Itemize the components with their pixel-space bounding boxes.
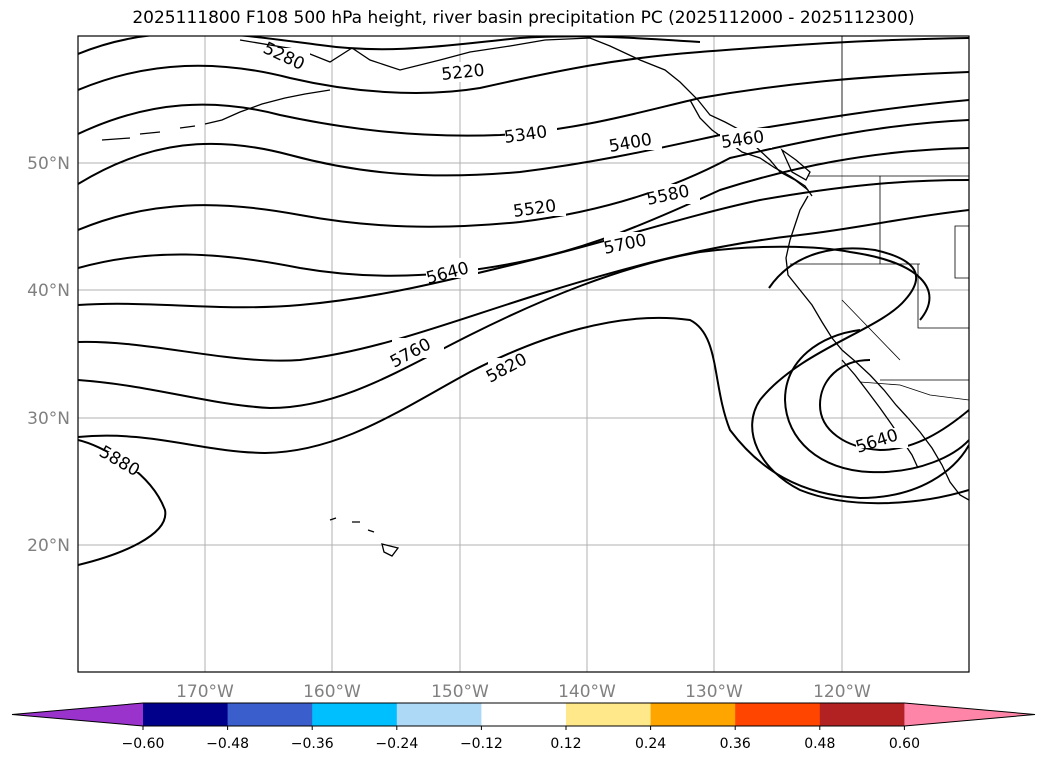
contour-5280 [78, 37, 969, 94]
baja-california [841, 359, 919, 469]
lon-label-150w: 150°W [431, 682, 489, 702]
colorbar-tick-label: −0.24 [375, 736, 418, 752]
contour-5820 [78, 439, 167, 566]
lon-label-170w: 170°W [176, 682, 234, 702]
lon-label-140w: 140°W [558, 682, 616, 702]
colorbar-tick-label: −0.12 [460, 736, 503, 752]
colorbar-tick-label: −0.48 [206, 736, 249, 752]
lat-label-20n: 20°N [27, 536, 70, 556]
contour-5460 [78, 119, 969, 231]
british-columbia-coast [689, 99, 813, 197]
colorbar-segment [227, 703, 313, 726]
colorbar-segment [143, 703, 229, 726]
colorbar-segment [819, 703, 905, 726]
contour-5880 [751, 247, 969, 505]
colorbar-segment [735, 703, 821, 726]
state-borders [790, 176, 969, 381]
contour-label-backgrounds [98, 48, 908, 472]
lat-label-30n: 30°N [27, 409, 70, 429]
lat-label-50n: 50°N [27, 154, 70, 174]
mexico-border [859, 381, 969, 401]
latitude-labels: 50°N 40°N 30°N 20°N [27, 154, 70, 556]
colorbar-segment [481, 703, 567, 726]
contour-5400 [78, 99, 969, 185]
colorbar-tick-label: 0.12 [550, 736, 581, 752]
contour-5640-low-outer [783, 329, 969, 474]
colorbar-segment [396, 703, 482, 726]
colorbar: −0.60 −0.48 −0.36 −0.24 −0.12 0.12 0.24 0.36 0.4… [11, 702, 1036, 752]
contour-5640-low-inner [818, 359, 969, 452]
colorbar-segment [566, 703, 652, 726]
colorbar-extend-high [904, 703, 1035, 726]
political-boundaries [790, 36, 969, 401]
contour-5340 [78, 71, 969, 137]
colorbar-tick-label: 0.60 [889, 736, 920, 752]
colorbar-segment [312, 703, 398, 726]
lon-label-130w: 130°W [685, 682, 743, 702]
height-contours [78, 36, 969, 566]
map-title: 2025111800 F108 500 hPa height, river ba… [132, 8, 915, 28]
contour-5580 [78, 179, 969, 309]
contour-label-5220: 5220 [440, 61, 485, 85]
west-coast-us [785, 195, 969, 501]
longitude-labels: 170°W 160°W 150°W 140°W 130°W 120°W [176, 682, 871, 702]
colorbar-segment [650, 703, 736, 726]
contour-5640-north [78, 209, 969, 362]
colorbar-tick-label: −0.60 [122, 736, 165, 752]
lon-label-120w: 120°W [813, 682, 871, 702]
contour-5700 [78, 245, 931, 410]
contour-5220 [78, 36, 701, 55]
colorbar-tick-label: 0.48 [804, 736, 835, 752]
colorbar-tick-label: 0.24 [635, 736, 666, 752]
lon-label-160w: 160°W [303, 682, 361, 702]
hawaii-islands [329, 517, 400, 557]
aleutian-islands [101, 89, 331, 141]
map-frame [77, 35, 970, 673]
alaska-coast [239, 37, 809, 191]
lat-label-40n: 40°N [27, 281, 70, 301]
colorbar-tick-label: 0.36 [720, 736, 751, 752]
contour-5760 [78, 316, 969, 500]
colorbar-extend-low [12, 703, 143, 726]
colorbar-tick-label: −0.36 [291, 736, 334, 752]
